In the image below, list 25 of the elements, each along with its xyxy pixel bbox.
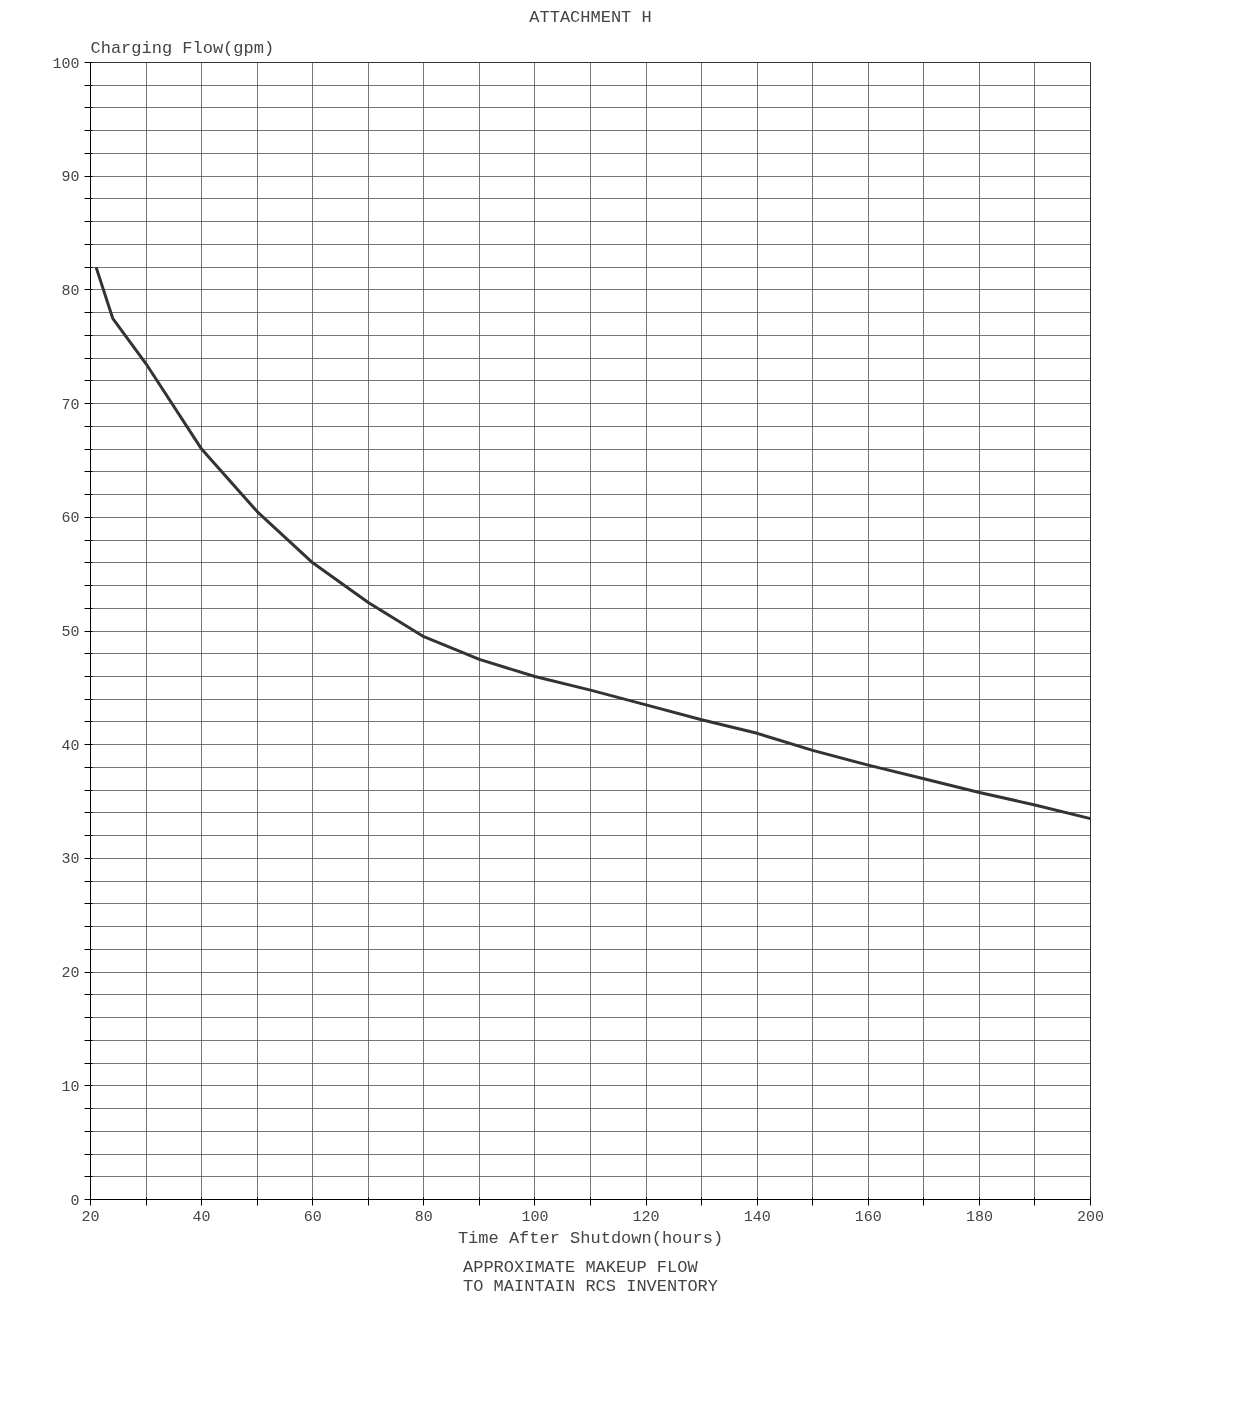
y-tick-label: 20 bbox=[61, 965, 80, 983]
x-tick-label: 100 bbox=[521, 1208, 549, 1226]
text: APPROXIMATE MAKEUP FLOW TO MAINTAIN RCS INVENTORY bbox=[462, 1257, 719, 1296]
x-tick-label: 120 bbox=[632, 1208, 660, 1226]
y-axis-title: Charging Flow(gpm) bbox=[90, 38, 275, 58]
x-tick-label: 200 bbox=[1077, 1208, 1105, 1226]
y-tick-label: 80 bbox=[61, 282, 80, 300]
x-tick-label: 20 bbox=[81, 1208, 100, 1226]
y-tick-label: 70 bbox=[61, 396, 80, 414]
x-tick-label: 60 bbox=[303, 1208, 322, 1226]
y-tick-label: 30 bbox=[61, 851, 80, 869]
x-tick-label: 140 bbox=[743, 1208, 771, 1226]
x-tick-label: 180 bbox=[965, 1208, 993, 1226]
x-tick-label: 160 bbox=[854, 1208, 882, 1226]
y-tick-label: 0 bbox=[70, 1192, 80, 1210]
y-tick-label: 50 bbox=[61, 624, 80, 641]
chart-title: ATTACHMENT H bbox=[529, 7, 652, 27]
y-tick-label: 10 bbox=[61, 1078, 80, 1096]
x-axis-title: Time After Shutdown(hours) bbox=[457, 1228, 724, 1248]
x-tick-label: 80 bbox=[414, 1208, 433, 1226]
y-tick-label: 100 bbox=[52, 55, 80, 73]
y-tick-label: 40 bbox=[61, 737, 80, 755]
y-tick-label: 60 bbox=[61, 510, 80, 528]
x-tick-label: 40 bbox=[192, 1208, 211, 1226]
y-tick-label: 90 bbox=[61, 169, 80, 187]
